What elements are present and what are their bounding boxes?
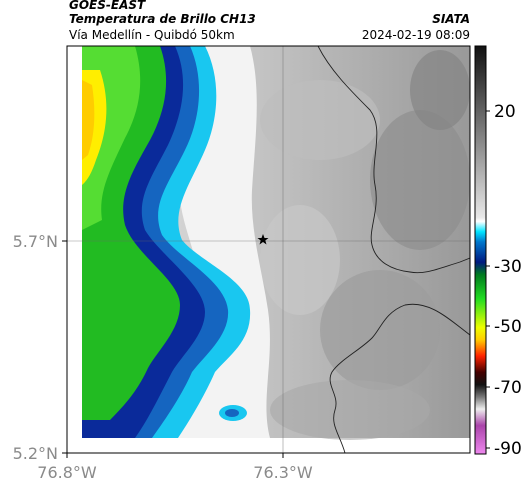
colorbar-tick-label: -30: [494, 257, 522, 277]
plot-frame: [66, 45, 471, 454]
map-subtitle: Vía Medellín - Quibdó 50km: [69, 28, 235, 42]
lon-tick-label: 76.8°W: [37, 463, 97, 482]
imagery-layer: [67, 46, 470, 453]
lat-tick-label: 5.7°N: [13, 232, 58, 251]
colorbar-tick-label: -70: [494, 378, 522, 398]
colorbar: [474, 45, 487, 455]
map-title: Temperatura de Brillo CH13: [69, 12, 256, 26]
lat-tick-label: 5.2°N: [13, 444, 58, 463]
timestamp: 2024-02-19 08:09: [361, 28, 470, 42]
colorbar-tick-label: 20: [494, 102, 516, 122]
star-marker-icon: [257, 234, 269, 245]
colorbar-tick-label: -90: [494, 439, 522, 459]
lon-tick-label: 76.3°W: [253, 463, 313, 482]
brand-label: SIATA: [432, 12, 470, 26]
colorbar-tick-label: -50: [494, 317, 522, 337]
product-title: GOES-EAST: [69, 0, 146, 12]
